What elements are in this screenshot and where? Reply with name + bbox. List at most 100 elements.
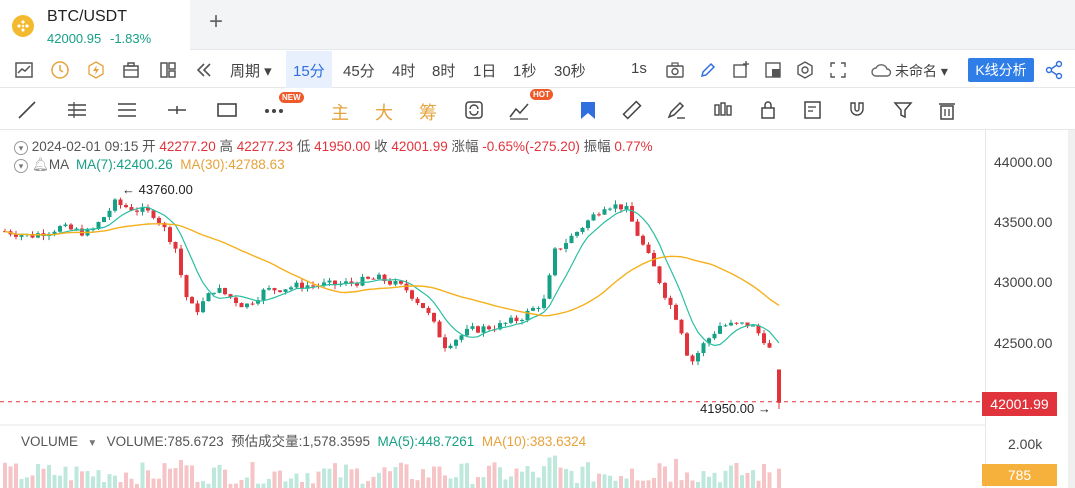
volume-ma5: MA(5):448.7261 — [377, 434, 475, 449]
fullscreen-icon[interactable] — [828, 60, 848, 80]
volume-bar — [41, 468, 46, 488]
lock-icon[interactable] — [757, 99, 779, 121]
volume-bar — [366, 481, 370, 488]
interval-30s[interactable]: 30秒 — [554, 63, 586, 80]
volume-axis-tick: 2.00k — [1008, 436, 1043, 452]
ma-collapse-chevron-icon[interactable]: ▾ — [14, 159, 28, 173]
candle-body — [575, 231, 579, 236]
interval-4h[interactable]: 4时 — [392, 63, 416, 80]
candle-body — [267, 288, 271, 290]
volume-bar — [432, 466, 436, 488]
candle-body — [14, 234, 18, 237]
sync-icon[interactable] — [463, 99, 485, 121]
collapse-chevron-icon[interactable]: ▾ — [14, 141, 28, 155]
magnet-icon[interactable] — [846, 99, 868, 121]
candle-body — [96, 222, 101, 230]
volume-bar — [443, 475, 447, 488]
y-tick-43500: 43500.00 — [994, 214, 1053, 230]
candle-body — [685, 333, 689, 356]
bookmark-icon[interactable] — [577, 99, 599, 121]
volume-bar — [212, 467, 216, 488]
horizontal-line-icon[interactable] — [166, 99, 188, 121]
interval-15m[interactable]: 15分 — [293, 63, 325, 80]
candle-body — [371, 278, 376, 280]
candle-body — [399, 280, 403, 284]
settings-icon[interactable] — [795, 60, 815, 80]
rectangle-icon[interactable] — [216, 99, 238, 121]
ma7-value: MA(7):42400.26 — [75, 157, 173, 172]
candle-body — [404, 283, 409, 291]
clock-icon[interactable] — [50, 60, 70, 80]
candle-body — [168, 227, 172, 243]
high-label: 高 — [219, 139, 233, 154]
candle-body — [250, 303, 255, 305]
candle-body — [630, 206, 634, 222]
candle-body — [608, 208, 612, 210]
brush-icon[interactable] — [665, 99, 687, 121]
volume-bar — [520, 471, 524, 488]
big-order-toggle[interactable]: 大 — [375, 103, 393, 123]
volume-bar — [718, 482, 722, 488]
briefcase-icon[interactable] — [121, 60, 141, 80]
add-indicator-icon[interactable] — [731, 60, 751, 80]
volume-bar — [377, 472, 381, 488]
layout-icon[interactable] — [158, 60, 178, 80]
interval-1s[interactable]: 1秒 — [513, 63, 537, 80]
bell-icon[interactable]: 🔔︎ — [31, 157, 49, 172]
ruler-icon[interactable] — [621, 99, 643, 121]
share-icon[interactable] — [1044, 60, 1064, 80]
fib-lines-icon[interactable] — [116, 99, 138, 121]
rewind-icon[interactable] — [194, 60, 214, 80]
volume-bar — [91, 476, 95, 488]
strategy-icon[interactable] — [508, 99, 530, 121]
volume-bar — [674, 458, 678, 488]
kline-analysis-button[interactable]: K线分析 — [968, 58, 1034, 82]
main-indicator-toggle[interactable]: 主 — [331, 103, 349, 123]
interval-45m[interactable]: 45分 — [343, 63, 375, 80]
candlestick-type-icon[interactable] — [712, 99, 734, 121]
pencil-icon[interactable] — [698, 60, 718, 80]
volume-dropdown-icon[interactable]: ▼ — [81, 438, 103, 449]
more-tools-icon[interactable] — [263, 99, 285, 121]
interval-1d[interactable]: 1日 — [473, 63, 497, 80]
volume-bar — [624, 478, 629, 488]
candle-date: 2024-02-01 09:15 — [31, 139, 139, 154]
scrollbar[interactable] — [1068, 130, 1075, 488]
tab-btc-usdt[interactable]: BTC/USDT 42000.95 -1.83% — [0, 0, 190, 50]
note-icon[interactable] — [802, 99, 824, 121]
candle-body — [234, 297, 238, 304]
volume-bar — [261, 483, 266, 488]
candle-body — [173, 242, 178, 249]
volume-bar — [393, 467, 398, 488]
interval-8h[interactable]: 8时 — [432, 63, 456, 80]
volume-bar — [234, 483, 238, 488]
volume-bar — [85, 471, 90, 488]
tick-setting[interactable]: 1s — [631, 60, 647, 77]
layout-name-dropdown[interactable]: 未命名 ▾ — [895, 63, 948, 79]
chip-distribution-toggle[interactable]: 筹 — [419, 103, 437, 123]
y-tick-44000: 44000.00 — [994, 154, 1053, 170]
trash-icon[interactable] — [936, 99, 958, 121]
volume-bar — [294, 473, 299, 488]
price-chart[interactable]: ← 43760.00 41950.00 → — [0, 130, 985, 488]
candlestick-chart[interactable]: ← 43760.00 41950.00 → — [0, 130, 985, 488]
volume-bar — [437, 466, 442, 488]
volume-bar — [135, 483, 139, 488]
cloud-icon[interactable] — [870, 60, 892, 80]
tab-bar: BTC/USDT 42000.95 -1.83% + — [0, 0, 1075, 50]
trend-line-icon[interactable] — [16, 99, 38, 121]
candle-body — [360, 276, 365, 286]
filter-icon[interactable] — [892, 99, 914, 121]
parallel-channel-icon[interactable] — [66, 99, 88, 121]
lightning-icon[interactable] — [86, 60, 106, 80]
template-icon[interactable] — [763, 60, 783, 80]
candle-body — [195, 303, 200, 313]
period-dropdown[interactable]: 周期 ▾ — [230, 63, 272, 80]
add-tab-icon[interactable]: + — [209, 8, 224, 35]
candle-body — [239, 303, 244, 308]
volume-bar — [531, 471, 535, 488]
volume-bar — [404, 464, 409, 488]
line-chart-icon[interactable] — [14, 60, 34, 80]
camera-icon[interactable] — [665, 60, 685, 80]
low-label: 低 — [296, 139, 311, 154]
